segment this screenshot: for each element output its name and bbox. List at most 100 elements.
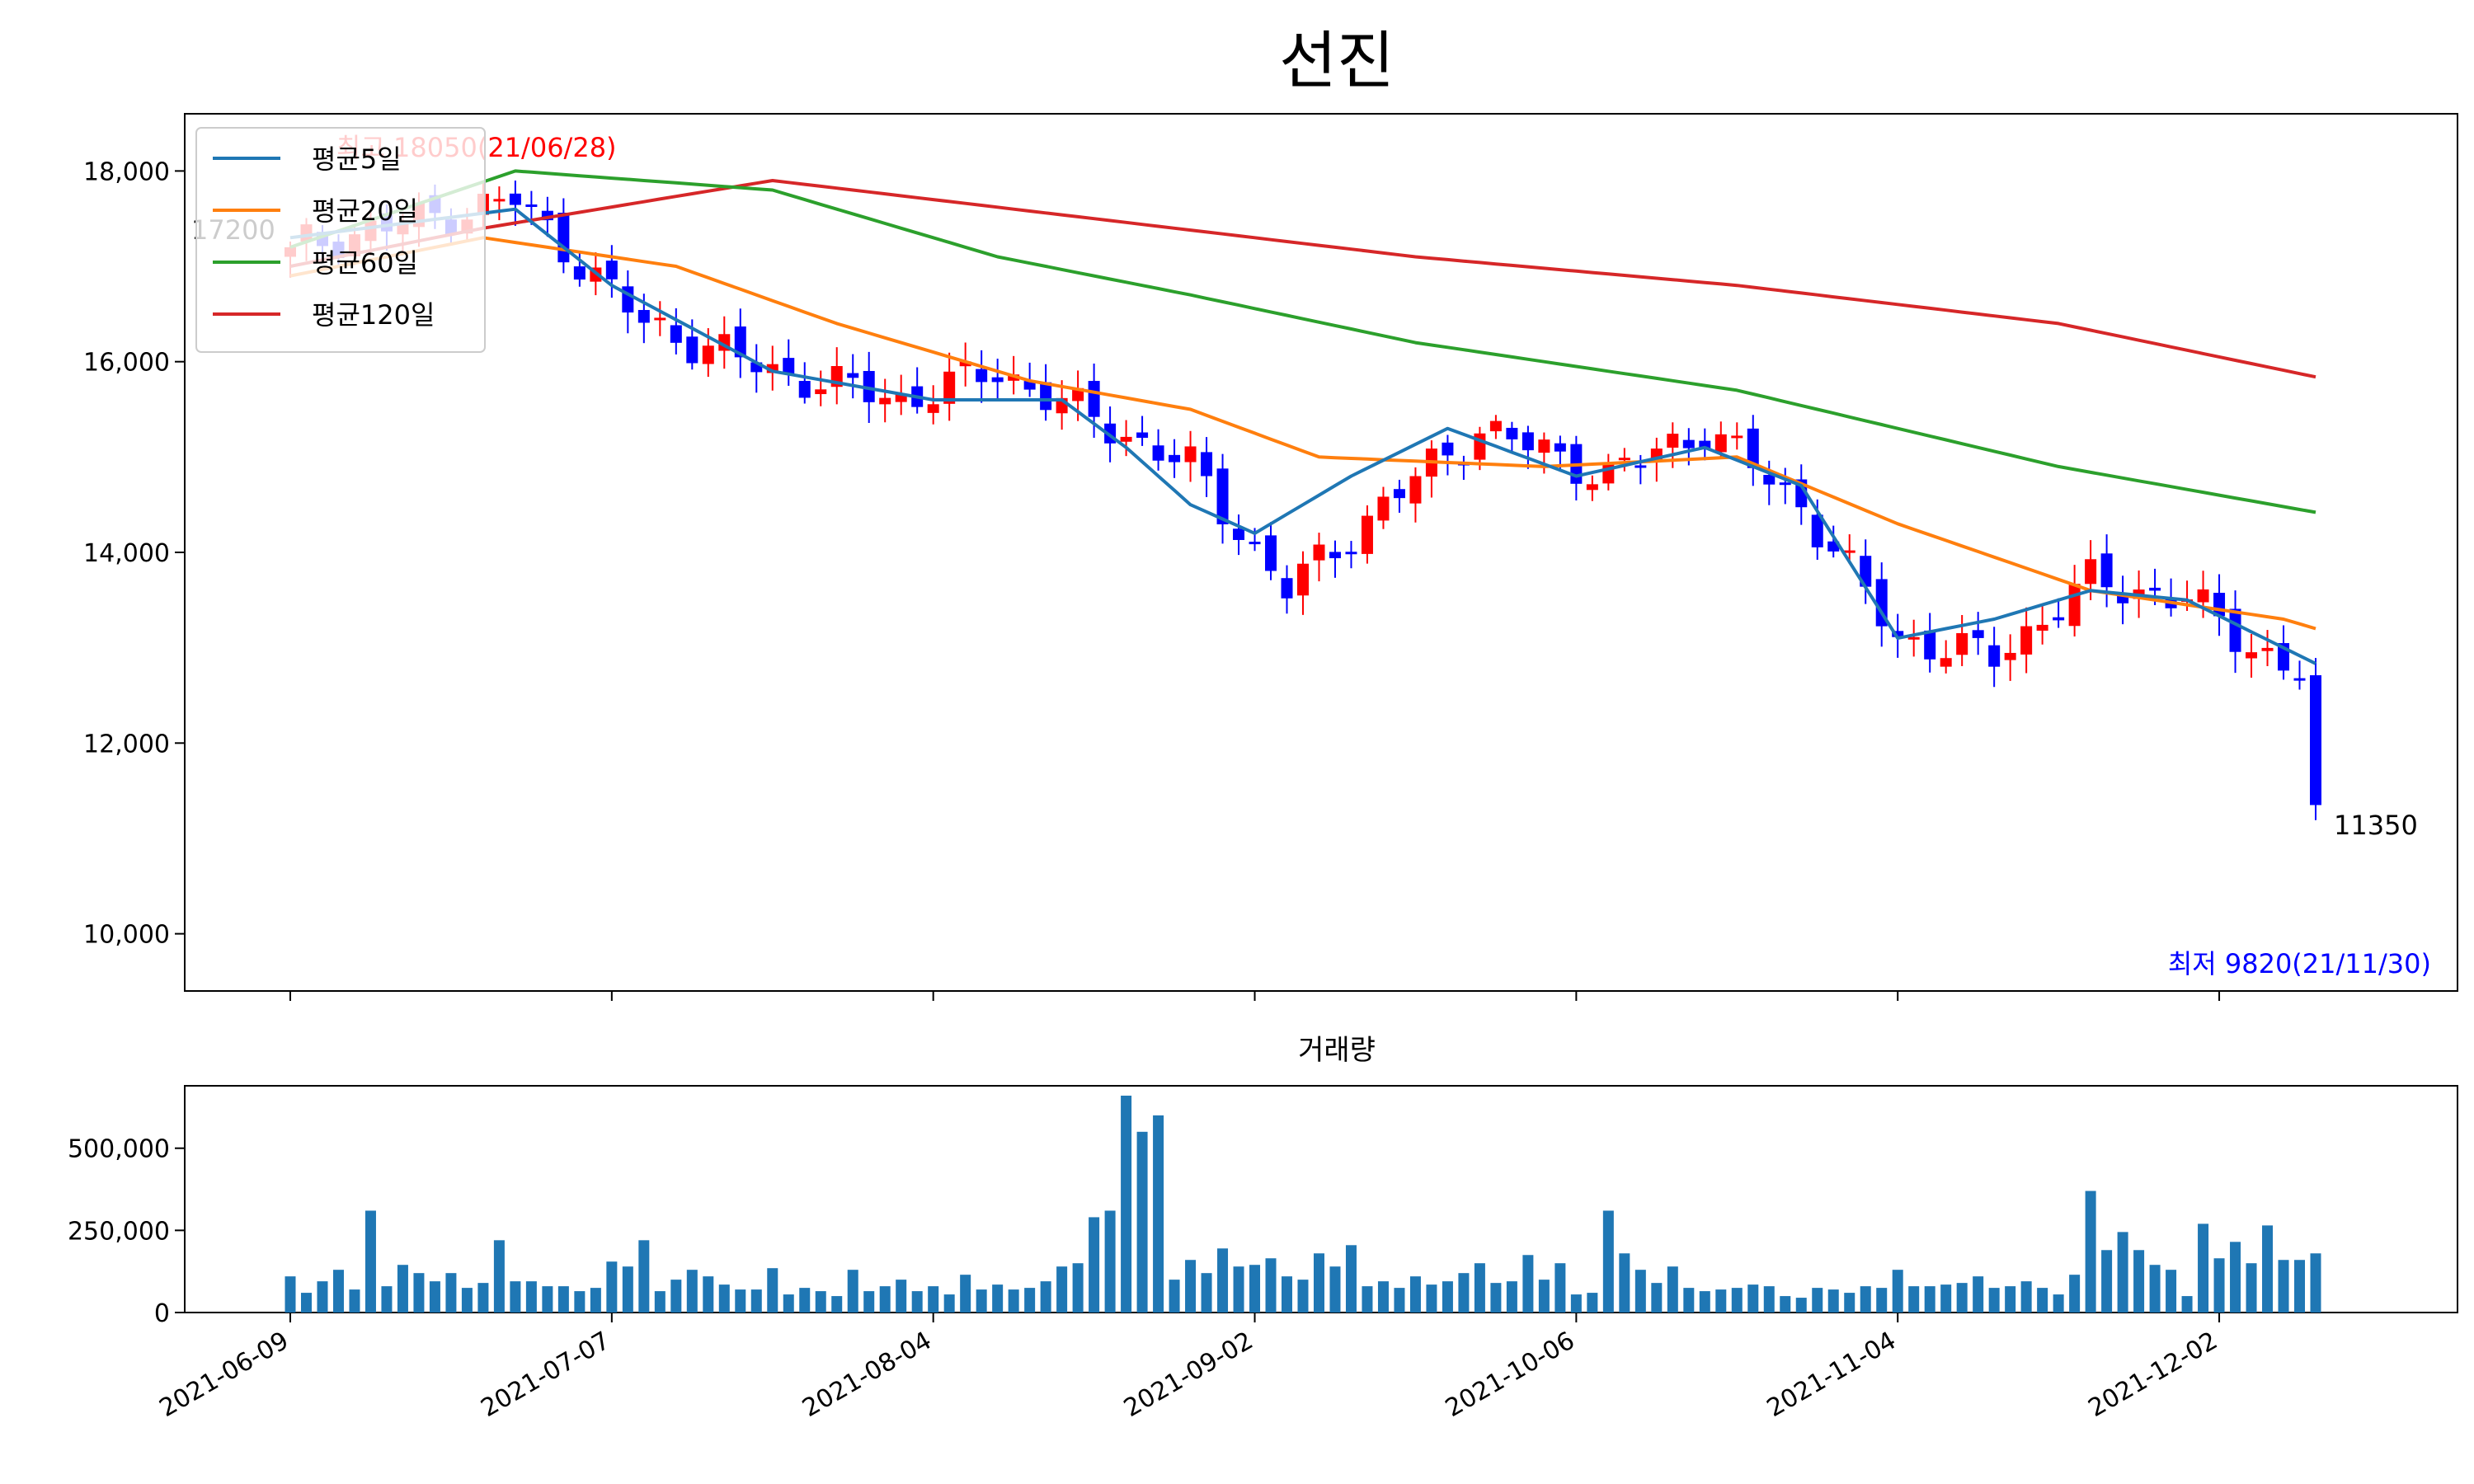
volume-bar xyxy=(896,1280,907,1313)
volume-bar xyxy=(445,1273,457,1313)
volume-bar xyxy=(1554,1263,1566,1313)
volume-bar xyxy=(976,1289,987,1313)
volume-bar xyxy=(461,1288,473,1313)
volume-bar xyxy=(1265,1258,1277,1313)
candle-body xyxy=(750,362,763,373)
price-y-tick-label: 10,000 xyxy=(83,921,170,950)
volume-bar xyxy=(1844,1293,1856,1313)
volume-bar xyxy=(847,1270,858,1313)
legend: 평균5일 평균20일 평균60일 평균120일 xyxy=(195,127,486,353)
volume-y-axis: 0 250,000 500,000 xyxy=(68,1135,185,1328)
volume-bar xyxy=(1249,1265,1261,1313)
volume-bar xyxy=(1024,1288,1036,1313)
candle-body xyxy=(991,377,1004,383)
volume-bar xyxy=(1506,1281,1517,1313)
candle-body xyxy=(1554,443,1566,452)
candle-body xyxy=(2149,587,2161,591)
volume-bar xyxy=(879,1286,891,1313)
volume-bar xyxy=(1634,1270,1646,1313)
volume-bar xyxy=(332,1270,344,1313)
legend-label-ma60: 평균60일 xyxy=(312,247,418,279)
volume-bar xyxy=(1683,1288,1695,1313)
volume-bar xyxy=(525,1281,537,1313)
price-y-tick-label: 18,000 xyxy=(83,157,170,186)
candle-body xyxy=(1393,489,1405,499)
volume-bar xyxy=(686,1270,698,1313)
volume-bar xyxy=(1924,1286,1935,1313)
volume-bar xyxy=(1940,1284,1952,1313)
volume-y-tick-label: 0 xyxy=(154,1299,170,1328)
candle-body xyxy=(702,345,714,364)
legend-label-ma5: 평균5일 xyxy=(312,143,402,175)
candle-body xyxy=(959,361,971,367)
low-annotation: 최저 9820(21/11/30) xyxy=(2168,948,2431,979)
candle-body xyxy=(1860,556,1872,587)
x-tick-label: 2021-06-09 xyxy=(155,1327,294,1423)
legend-box xyxy=(195,127,486,353)
candle-body xyxy=(557,213,570,263)
volume-bar xyxy=(750,1289,762,1313)
volume-bar xyxy=(1780,1296,1791,1313)
volume-bar xyxy=(1426,1284,1437,1313)
price-y-tick-label: 14,000 xyxy=(83,539,170,568)
candle-body xyxy=(1747,428,1759,468)
price-y-tick-label: 16,000 xyxy=(83,349,170,378)
candle-body xyxy=(1136,432,1149,439)
volume-bar xyxy=(2230,1242,2241,1313)
candle-body xyxy=(2229,608,2241,652)
candle-body xyxy=(670,325,682,343)
volume-bar xyxy=(1153,1115,1164,1313)
volume-bar xyxy=(2246,1263,2257,1313)
volume-bar xyxy=(381,1286,393,1313)
volume-bar xyxy=(1056,1266,1068,1313)
volume-bar xyxy=(1795,1298,1807,1313)
volume-bar xyxy=(703,1276,714,1313)
volume-bar xyxy=(2198,1223,2209,1313)
volume-bar xyxy=(1956,1283,1968,1313)
candle-body xyxy=(2117,594,2129,603)
volume-bar xyxy=(622,1266,633,1313)
ma20-line xyxy=(289,236,2316,631)
candle-body xyxy=(1489,420,1502,432)
volume-bar xyxy=(1313,1253,1324,1313)
volume-bar xyxy=(2294,1260,2306,1313)
volume-bar xyxy=(2310,1253,2321,1313)
candle-body xyxy=(1586,484,1598,491)
volume-bar xyxy=(477,1283,489,1313)
candle-body xyxy=(2020,626,2033,655)
volume-bar xyxy=(1538,1280,1550,1313)
volume-bar xyxy=(670,1280,682,1313)
candle-body xyxy=(1538,439,1550,453)
volume-bar xyxy=(510,1281,521,1313)
volume-bar xyxy=(1731,1288,1743,1313)
volume-bar xyxy=(397,1265,408,1313)
volume-bar xyxy=(2101,1250,2113,1313)
volume-bar xyxy=(767,1268,778,1313)
volume-bar xyxy=(1282,1276,1293,1313)
candle-body xyxy=(783,358,795,374)
volume-bar xyxy=(1409,1276,1421,1313)
candle-body xyxy=(847,373,859,378)
candle-body xyxy=(541,210,553,221)
candle-body xyxy=(1169,454,1181,463)
volume-bar xyxy=(2085,1190,2096,1313)
volume-bar xyxy=(2117,1232,2128,1313)
volume-bar xyxy=(365,1210,376,1313)
volume-bar xyxy=(1522,1255,1534,1313)
volume-bar xyxy=(1827,1289,1839,1313)
volume-bar xyxy=(2181,1296,2193,1313)
candle-body xyxy=(605,261,618,279)
volume-bar xyxy=(429,1281,440,1313)
candle-body xyxy=(1924,630,1936,660)
candle-body xyxy=(2310,675,2321,805)
volume-bar xyxy=(1876,1288,1888,1313)
candle-body xyxy=(1634,465,1647,468)
volume-bar xyxy=(2213,1258,2225,1313)
volume-y-tick-label: 500,000 xyxy=(68,1135,170,1164)
candle-body xyxy=(815,389,827,395)
volume-bar xyxy=(413,1273,425,1313)
candle-body xyxy=(1040,382,1052,411)
candle-body xyxy=(1522,432,1534,451)
